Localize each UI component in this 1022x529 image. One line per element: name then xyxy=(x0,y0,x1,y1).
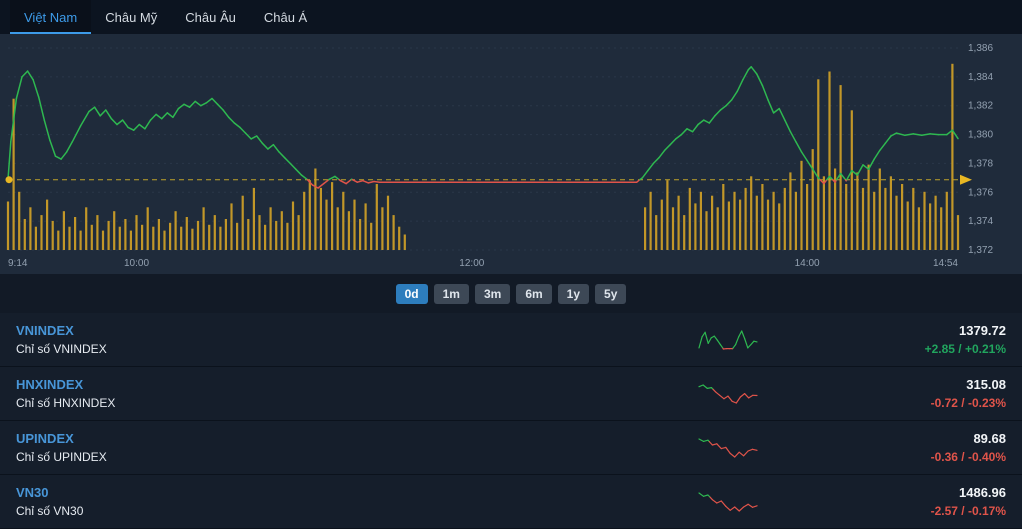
svg-text:1,374: 1,374 xyxy=(968,216,993,227)
sparkline-chart xyxy=(698,491,758,512)
price-volume-chart[interactable]: 1,386 1,384 1,382 1,380 1,378 1,376 1,374 1,372 xyxy=(0,34,1022,256)
index-change: -2.57 / -0.17% xyxy=(930,504,1006,518)
sparkline-chart xyxy=(698,383,758,404)
sparkline-chart xyxy=(698,329,758,350)
tab-chau-a[interactable]: Châu Á xyxy=(263,9,308,25)
index-value: 1379.72 xyxy=(959,323,1006,338)
index-info: VNINDEX Chỉ số VNINDEX xyxy=(16,323,696,356)
index-row-hnxindex[interactable]: HNXINDEX Chỉ số HNXINDEX 315.08 -0.72 / … xyxy=(0,367,1022,421)
index-value: 315.08 xyxy=(966,377,1006,392)
x-axis-label: 9:14 xyxy=(8,258,28,269)
tab-chau-au[interactable]: Châu Âu xyxy=(185,9,236,25)
chart-x-axis: 9:14 10:00 12:00 14:00 14:54 xyxy=(0,256,1022,274)
range-button-1y[interactable]: 1y xyxy=(557,283,590,304)
index-change: -0.36 / -0.40% xyxy=(930,450,1006,464)
index-value: 1486.96 xyxy=(959,485,1006,500)
index-data: 315.08 -0.72 / -0.23% xyxy=(696,377,1006,410)
index-row-vnindex[interactable]: VNINDEX Chỉ số VNINDEX 1379.72 +2.85 / +… xyxy=(0,313,1022,367)
index-data: 1486.96 -2.57 / -0.17% xyxy=(696,485,1006,518)
x-axis-label: 14:54 xyxy=(932,258,958,269)
svg-text:1,380: 1,380 xyxy=(968,130,993,141)
index-symbol: VN30 xyxy=(16,485,49,500)
range-button-1m[interactable]: 1m xyxy=(433,283,469,304)
index-name: Chỉ số HNXINDEX xyxy=(16,396,116,410)
region-tabbar: Việt Nam Châu Mỹ Châu Âu Châu Á xyxy=(0,0,1022,34)
index-values: 1379.72 +2.85 / +0.21% xyxy=(925,323,1006,356)
index-info: VN30 Chỉ số VN30 xyxy=(16,485,696,518)
range-button-6m[interactable]: 6m xyxy=(516,283,552,304)
x-axis-label: 12:00 xyxy=(459,258,485,269)
index-values: 1486.96 -2.57 / -0.17% xyxy=(931,485,1006,518)
tab-chau-my[interactable]: Châu Mỹ xyxy=(105,9,158,25)
index-info: HNXINDEX Chỉ số HNXINDEX xyxy=(16,377,696,410)
index-row-upindex[interactable]: UPINDEX Chỉ số UPINDEX 89.68 -0.36 / -0.… xyxy=(0,421,1022,475)
index-name: Chỉ số VNINDEX xyxy=(16,342,107,356)
intraday-chart-section: 1,386 1,384 1,382 1,380 1,378 1,376 1,374 1,372… xyxy=(0,34,1022,274)
index-data: 1379.72 +2.85 / +0.21% xyxy=(696,323,1006,356)
index-change: +2.85 / +0.21% xyxy=(924,342,1006,356)
svg-text:1,386: 1,386 xyxy=(968,43,993,54)
index-list: VNINDEX Chỉ số VNINDEX 1379.72 +2.85 / +… xyxy=(0,313,1022,529)
index-symbol: HNXINDEX xyxy=(16,377,84,392)
index-name: Chỉ số VN30 xyxy=(16,504,84,518)
range-button-0d[interactable]: 0d xyxy=(395,283,428,304)
index-name: Chỉ số UPINDEX xyxy=(16,450,107,464)
index-row-vn30[interactable]: VN30 Chỉ số VN30 1486.96 -2.57 / -0.17% xyxy=(0,475,1022,529)
sparkline-chart xyxy=(698,437,758,458)
x-axis-label: 14:00 xyxy=(794,258,820,269)
svg-text:1,382: 1,382 xyxy=(968,101,993,112)
svg-text:1,378: 1,378 xyxy=(968,158,993,169)
index-values: 315.08 -0.72 / -0.23% xyxy=(931,377,1006,410)
x-axis-label: 10:00 xyxy=(124,258,150,269)
range-button-3m[interactable]: 3m xyxy=(474,283,511,304)
svg-text:1,384: 1,384 xyxy=(968,72,993,83)
range-button-row: 0d 1m 3m 6m 1y 5y xyxy=(0,274,1022,313)
index-values: 89.68 -0.36 / -0.40% xyxy=(931,431,1006,464)
svg-text:1,376: 1,376 xyxy=(968,187,993,198)
index-symbol: UPINDEX xyxy=(16,431,74,446)
index-symbol: VNINDEX xyxy=(16,323,74,338)
index-value: 89.68 xyxy=(973,431,1006,446)
range-button-5y[interactable]: 5y xyxy=(595,283,627,304)
index-change: -0.72 / -0.23% xyxy=(930,396,1006,410)
index-info: UPINDEX Chỉ số UPINDEX xyxy=(16,431,696,464)
svg-text:1,372: 1,372 xyxy=(968,245,993,256)
tab-viet-nam[interactable]: Việt Nam xyxy=(10,0,92,34)
index-data: 89.68 -0.36 / -0.40% xyxy=(696,431,1006,464)
